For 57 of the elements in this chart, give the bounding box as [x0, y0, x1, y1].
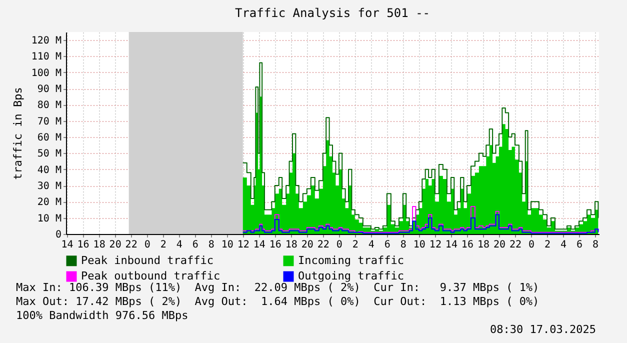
x-tick-label: 4: [176, 240, 182, 250]
y-axis-title: traffic in Bps: [11, 87, 24, 180]
x-tick-label: 10: [221, 240, 234, 250]
legend-label: Peak outbound traffic: [81, 270, 220, 282]
y-tick-label: 120 M: [31, 36, 62, 47]
x-tick-label: 18: [477, 240, 490, 250]
x-tick-label: 4: [368, 240, 374, 250]
y-tick-label: 0: [55, 230, 62, 240]
x-tick-label: 22: [317, 240, 330, 250]
x-tick-label: 12: [237, 240, 250, 250]
y-tick-label: 110 M: [31, 52, 62, 63]
text: Max Out: 17.42 MBps ( 2%) Avg Out: 1.64 MBps ( 0%) Cur Out: 1.13 MBps ( 0%): [16, 295, 540, 309]
y-tick-label: 100 M: [31, 68, 62, 79]
x-tick-label: 18: [285, 240, 298, 250]
y-tick-label: 60 M: [37, 132, 62, 144]
x-tick-label: 6: [192, 240, 198, 250]
x-tick-label: 8: [208, 240, 214, 250]
legend-label: Incoming traffic: [298, 254, 404, 267]
x-tick-label: 0: [144, 240, 150, 250]
y-tick-label: 50 M: [37, 148, 62, 160]
x-tick-label: 14: [253, 240, 266, 250]
x-tick-label: 18: [93, 240, 106, 250]
y-tick-label: 10 M: [37, 213, 62, 224]
y-tick-label: 80 M: [37, 100, 62, 112]
x-tick-label: 0: [528, 240, 534, 250]
x-tick-label: 16: [269, 240, 282, 250]
x-tick-label: 2: [160, 240, 166, 250]
y-tick-label: 90 M: [37, 84, 62, 96]
y-tick-label: 20 M: [37, 197, 62, 208]
x-tick-label: 8: [592, 240, 599, 250]
x-tick-label: 16: [77, 240, 90, 250]
y-tick-label: 30 M: [37, 181, 62, 192]
y-tick-label: 70 M: [37, 116, 62, 128]
x-tick-label: 0: [336, 240, 342, 250]
y-tick-label: 40 M: [37, 164, 62, 176]
legend-label: Peak inbound traffic: [81, 254, 214, 267]
x-tick-label: 6: [384, 240, 390, 250]
x-tick-label: 20: [301, 240, 314, 250]
x-tick-label: 8: [400, 240, 406, 250]
x-tick-label: 2: [352, 240, 358, 250]
x-tick-label: 16: [461, 240, 474, 250]
x-tick-label: 6: [576, 240, 583, 250]
x-tick-label: 2: [544, 240, 550, 250]
x-tick-label: 14: [61, 240, 74, 250]
x-tick-label: 10: [413, 240, 426, 250]
legend-label: Outgoing traffic: [298, 270, 404, 282]
text: 08:30 17.03.2025: [489, 323, 596, 337]
x-tick-label: 12: [429, 240, 442, 250]
text: Max In: 106.39 MBps (11%) Avg In: 22.09 MBps ( 2%) Cur In: 9.37 MBps ( 1%): [16, 281, 540, 295]
x-tick-label: 14: [445, 240, 458, 250]
x-tick-label: 20: [493, 240, 506, 250]
x-tick-label: 4: [560, 240, 566, 250]
x-tick-label: 22: [125, 240, 138, 250]
x-tick-label: 20: [109, 240, 122, 250]
text: 100% Bandwidth 976.56 MBps: [16, 309, 190, 323]
chart-title: Traffic Analysis for 501 --: [234, 6, 430, 20]
x-tick-label: 22: [509, 240, 522, 250]
